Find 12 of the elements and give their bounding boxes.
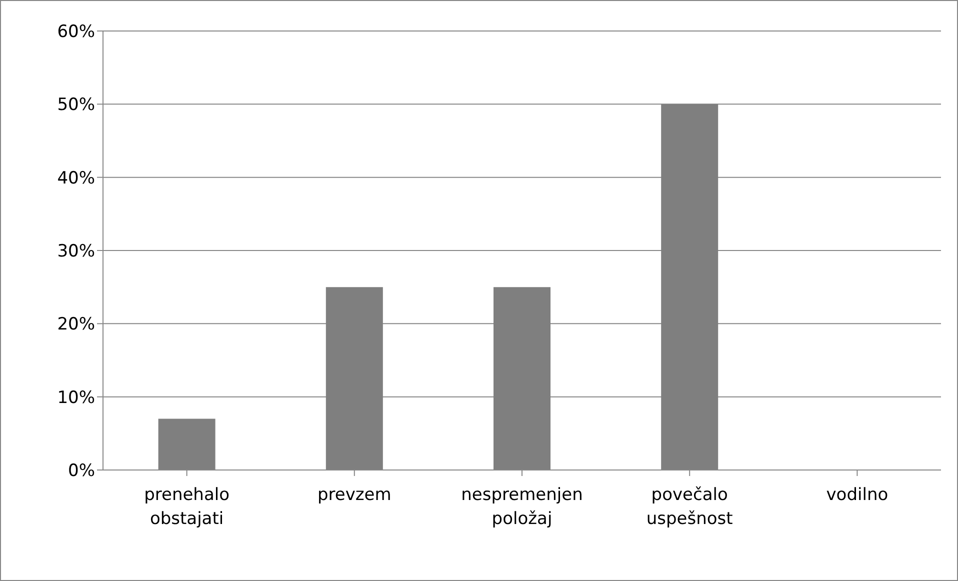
x-tick-label: prenehalo obstajati — [144, 485, 230, 529]
y-tick-label: 60% — [57, 22, 95, 42]
x-tick-label: vodilno — [826, 485, 888, 505]
x-tick-label: prevzem — [317, 485, 392, 505]
y-tick-label: 0% — [68, 461, 95, 482]
y-tick-label: 40% — [57, 168, 95, 188]
x-tick-label: nespremenjen položaj — [461, 485, 583, 529]
y-tick-label: 50% — [57, 95, 95, 116]
x-tick-label: povečalo uspešnost — [646, 485, 734, 529]
y-tick-label: 20% — [57, 314, 95, 335]
y-tick-label: 10% — [57, 388, 95, 408]
y-tick-label: 30% — [57, 242, 95, 262]
